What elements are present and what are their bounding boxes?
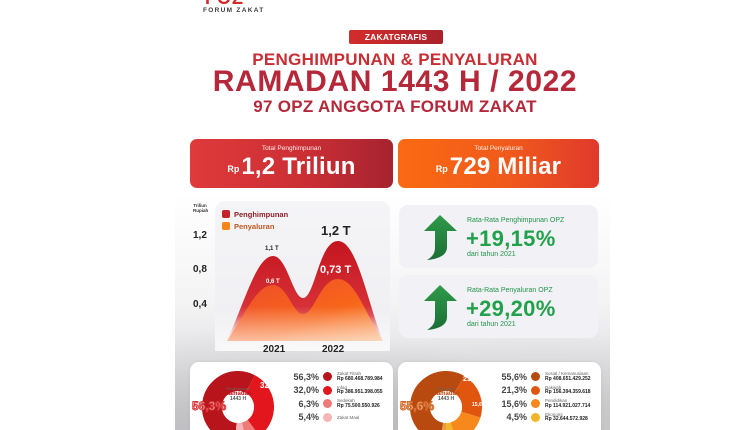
zakatgrafis-badge: ZAKATGRAFIS [349,30,443,44]
legend-item-penghimpunan: Penghimpunan [222,208,288,220]
logo-text: FORUM ZAKAT [203,7,265,14]
data-label: 1,1 T [265,246,279,252]
legend-row: 4,5% Ekonomi Rp 32.644.572.928 [506,411,588,423]
collection-breakdown-card: Penghimpunan Ramadan 1443 H 56,3% 32% 56… [190,362,393,430]
legend-dot [323,399,332,409]
x-tick: 2022 [322,344,345,355]
up-arrow-icon [424,215,457,260]
data-label: 0,6 T [266,279,280,285]
legend-swatch [222,210,230,218]
legend-swatch [222,222,230,230]
collection-legend: 56,3% Zakat Fitrah Rp 680.468.789.984 32,… [285,370,383,424]
total-collection-value: Rp1,2 Triliun [227,153,356,180]
donut-slice-label: 32% [260,381,277,390]
page-title: RAMADAN 1443 H / 2022 [212,65,578,98]
donut-slice-label: 55,6% [399,399,435,414]
growth-subtext: dari tahun 2021 [467,321,516,328]
legend-row: 55,6% Sosial / Kemanusiaan Rp 408.651.429… [501,371,591,382]
donut-slice-label: 21,3% [463,376,483,383]
title-caption: 97 OPZ ANGGOTA FORUM ZAKAT [253,97,537,116]
growth-label: Rata-Rata Penghimpunan OPZ [467,217,565,224]
up-arrow-icon [424,285,457,330]
y-tick: 1,2 [193,230,207,241]
data-label: 1,2 T [321,223,351,238]
legend-dot [531,399,540,409]
legend-dot [531,412,540,422]
total-distribution-card: Total Penyaluran Rp729 Miliar [398,139,599,188]
logo-mark: FOZ [205,0,244,4]
growth-card-distribution: Rata-Rata Penyaluran OPZ +29,20% dari ta… [399,275,598,338]
total-collection-label: Total Penghimpunan [261,145,322,152]
total-distribution-label: Total Penyaluran [474,145,523,152]
growth-label: Rata-Rata Penyaluran OPZ [467,287,553,294]
legend-row: 32,0% Infaq Rp 386.951.398.055 [293,384,383,396]
distribution-legend: 55,6% Sosial / Kemanusiaan Rp 408.651.429… [493,370,591,424]
forum-zakat-logo: FOZ FORUM ZAKAT [203,0,265,22]
currency-label: Rp [227,164,240,174]
y-axis-unit: Triliun Rupiah [193,203,209,213]
chart-legend: Penghimpunan Penyaluran [222,208,288,232]
total-distribution-value: Rp729 Miliar [435,153,562,180]
growth-value: +29,20% [466,296,556,321]
area-chart [215,201,390,351]
donut-center-label: Penyaluran Ramadan 1443 H [432,387,460,402]
legend-dot [323,385,332,395]
donut-slice-label: 15,6% [472,402,487,408]
legend-item-penyaluran: Penyaluran [222,220,288,232]
data-label: 0,73 T [320,264,352,276]
legend-row: 5,4% Zakat Maal [298,412,360,423]
legend-row: 56,3% Zakat Fitrah Rp 680.468.789.984 [293,371,383,382]
donut-center-label: Penghimpunan Ramadan 1443 H [224,387,252,402]
legend-dot [323,412,332,422]
legend-row: 21,3% Dakwah Rp 156.394.359.618 [501,384,591,396]
total-collection-card: Total Penghimpunan Rp1,2 Triliun [190,139,393,188]
donut-slice-label: 56,3% [191,399,227,414]
legend-dot [531,385,540,395]
growth-value: +19,15% [466,226,556,251]
distribution-donut-chart [410,371,482,430]
title-subheading: PENGHIMPUNAN & PENYALURAN [252,50,538,69]
currency-label: Rp [435,164,448,174]
legend-row: 15,6% Pendidikan Rp 114.921.027.714 [501,398,591,409]
y-tick: 0,4 [193,299,207,310]
growth-subtext: dari tahun 2021 [467,251,516,258]
legend-dot [531,372,540,382]
x-tick: 2021 [263,344,286,355]
collection-donut-chart [202,371,274,430]
distribution-breakdown-card: Penyaluran Ramadan 1443 H 55,6% 21,3% 15… [398,362,601,430]
growth-card-collection: Rata-Rata Penghimpunan OPZ +19,15% dari … [399,205,598,268]
legend-row: 6,3% Sedekah Rp 75.500.550.926 [298,398,380,409]
y-tick: 0,8 [193,264,207,275]
legend-dot [323,372,332,382]
